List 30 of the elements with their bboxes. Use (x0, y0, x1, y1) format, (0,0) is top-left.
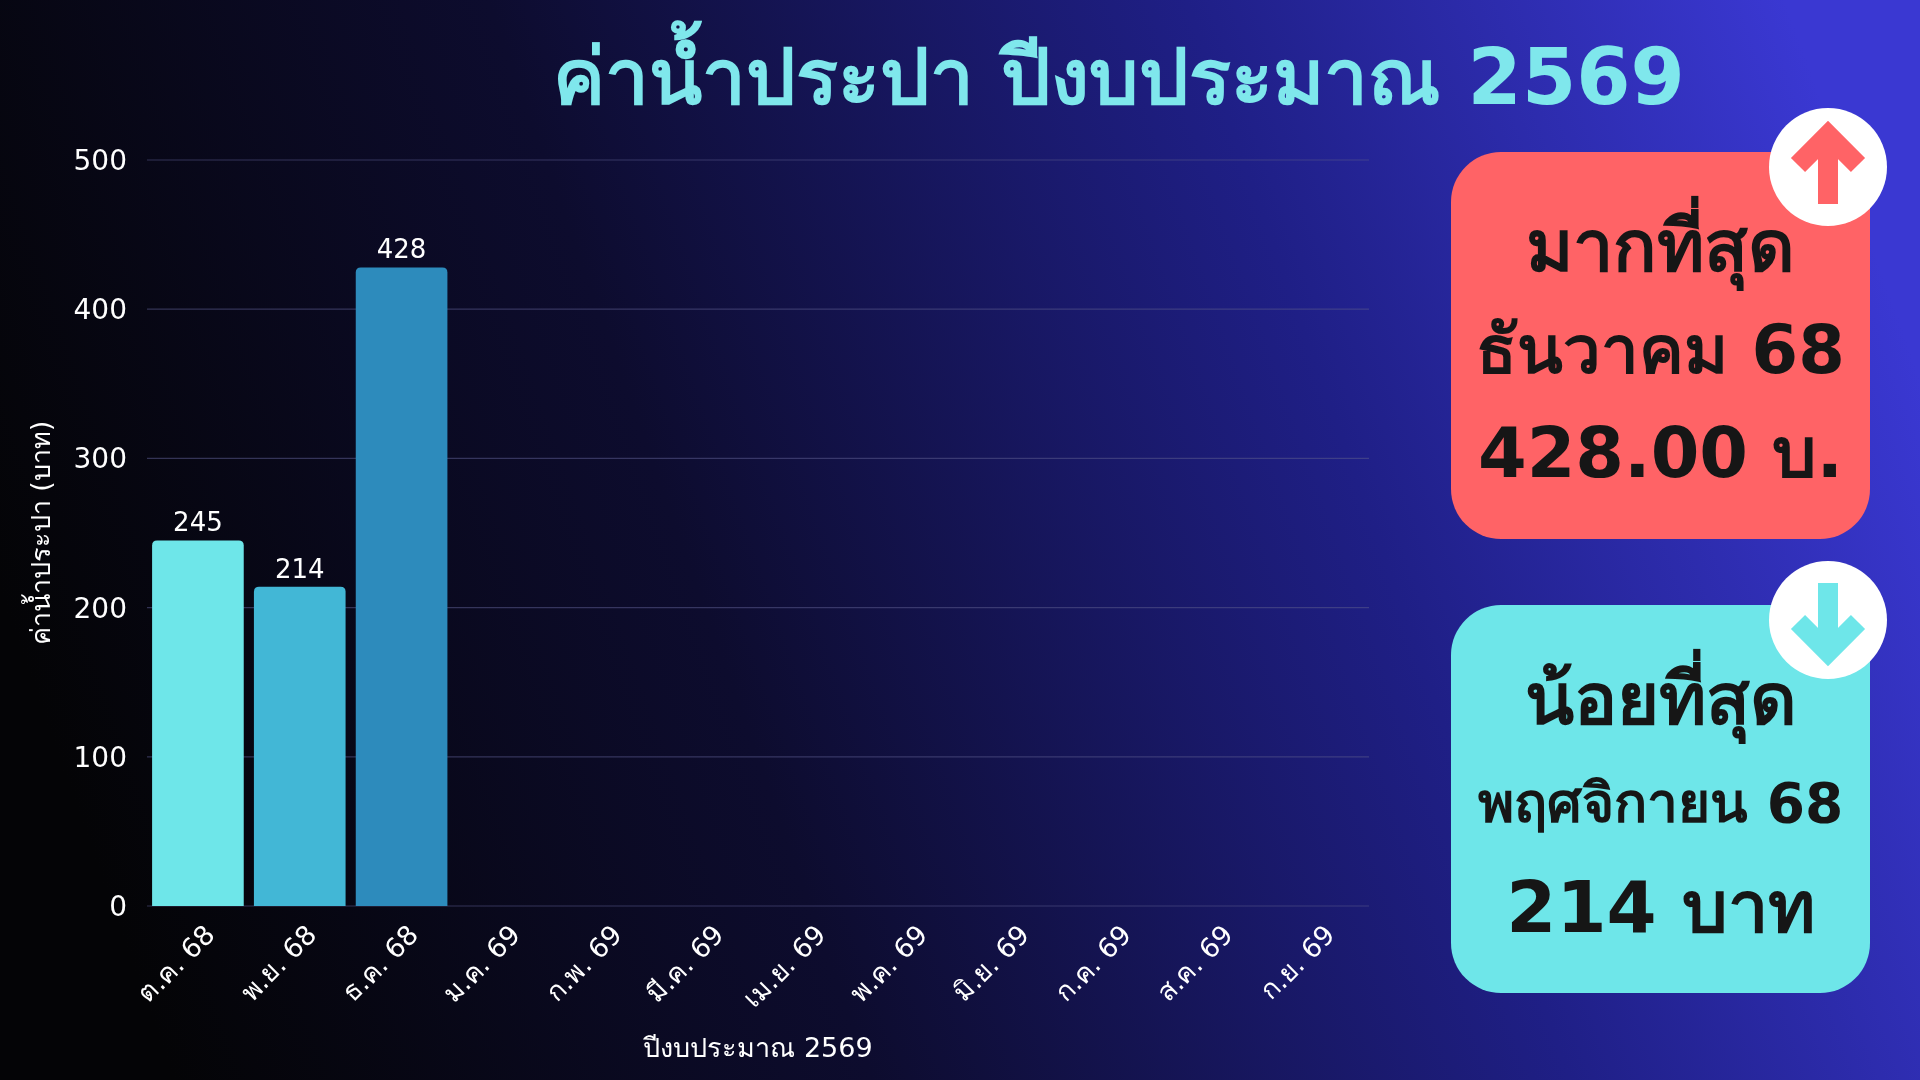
text: มากที่สุด (1526, 194, 1795, 292)
x-tick-label: ส.ค. 69 (1150, 918, 1239, 1008)
x-tick-label: มิ.ย. 69 (946, 918, 1036, 1008)
x-tick-label: ธ.ค. 68 (335, 918, 425, 1008)
y-axis-title: ค่าน้ำประปา (บาท) (21, 420, 56, 646)
data-label: 245 (173, 507, 223, 538)
x-tick-label: ม.ค. 69 (436, 918, 527, 1009)
x-tick-label: ก.ค. 69 (1048, 918, 1138, 1008)
x-tick-label: เม.ย. 69 (736, 918, 832, 1014)
x-tick-label: พ.ย. 68 (233, 918, 323, 1008)
x-axis-title: ปีงบประมาณ 2569 (643, 1032, 873, 1063)
text: น้อยที่สุด (1524, 648, 1797, 746)
y-tick-label: 0 (109, 890, 127, 923)
x-tick-label: พ.ค. 69 (843, 918, 934, 1009)
y-tick-label: 500 (73, 144, 127, 177)
data-label: 428 (376, 234, 427, 265)
x-tick-label: มี.ค. 69 (639, 918, 730, 1009)
text: ธันวาคม 68 (1476, 310, 1845, 389)
y-tick-label: 300 (73, 442, 127, 476)
text: 214 บาท (1506, 864, 1815, 949)
text: 428.00 บ. (1477, 412, 1844, 495)
x-tick-label: ก.ย. 69 (1253, 918, 1341, 1006)
text: พฤศจิกายน 68 (1477, 770, 1844, 835)
x-tick-label: ต.ค. 68 (130, 918, 221, 1009)
y-tick-label: 400 (73, 293, 127, 327)
x-tick-label: ก.พ. 69 (539, 918, 628, 1008)
data-label: 214 (274, 553, 325, 584)
y-tick-label: 100 (73, 740, 127, 774)
y-tick-label: 200 (73, 591, 127, 625)
chart-title: ค่าน้ำประปา ปีงบประมาณ 2569 (553, 20, 1685, 122)
